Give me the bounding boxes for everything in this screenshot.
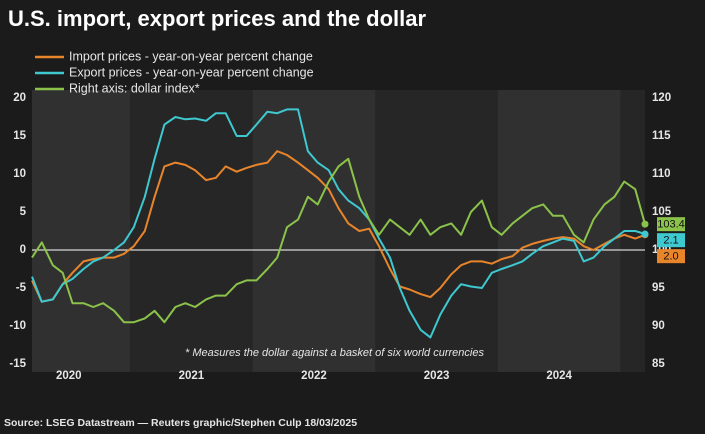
y-tick-label: 10: [13, 168, 26, 180]
series-line: [31, 150, 646, 303]
y-tick-label: 20: [13, 92, 26, 104]
y2-tick-label: 115: [652, 130, 671, 142]
end-label-box: [657, 217, 685, 232]
y2-tick-label: 85: [652, 358, 665, 370]
end-label: 2.1: [663, 235, 678, 247]
y-tick-label: -5: [16, 282, 27, 294]
y2-tick-label: 95: [652, 282, 665, 294]
legend-label: Export prices - year-on-year percent cha…: [69, 65, 314, 79]
y2-tick-label: 110: [652, 168, 671, 180]
legend-label: Import prices - year-on-year percent cha…: [69, 49, 313, 63]
series-line: [31, 157, 646, 324]
y2-tick-label: 120: [652, 92, 671, 104]
end-label: 2.0: [663, 251, 678, 263]
y-tick-label: 0: [20, 244, 26, 256]
year-bands: [32, 90, 645, 372]
year-band: [252, 90, 376, 372]
end-label: 103.4: [657, 219, 685, 231]
chart-title: U.S. import, export prices and the dolla…: [8, 6, 427, 31]
end-dot: [641, 220, 649, 228]
end-dot: [641, 230, 649, 238]
legend-label: Right axis: dollar index*: [69, 81, 200, 95]
x-tick-label: 2020: [56, 370, 82, 382]
x-tick-label: 2024: [546, 370, 572, 382]
end-label-box: [657, 249, 685, 264]
annotation: * Measures the dollar against a basket o…: [185, 347, 484, 359]
y-tick-label: -10: [9, 320, 26, 332]
x-tick-label: 2023: [424, 370, 450, 382]
y2-tick-label: 105: [652, 206, 672, 218]
source: Source: LSEG Datastream — Reuters graphi…: [4, 417, 357, 429]
year-band: [32, 90, 131, 372]
year-band: [497, 90, 621, 372]
y-tick-label: 5: [20, 206, 27, 218]
x-tick-label: 2022: [301, 370, 327, 382]
series-line: [31, 108, 646, 339]
y-tick-label: 15: [13, 130, 26, 142]
y2-tick-label: 90: [652, 320, 665, 332]
end-label-box: [657, 233, 685, 248]
y-tick-label: -15: [9, 358, 26, 370]
x-tick-label: 2021: [179, 370, 205, 382]
